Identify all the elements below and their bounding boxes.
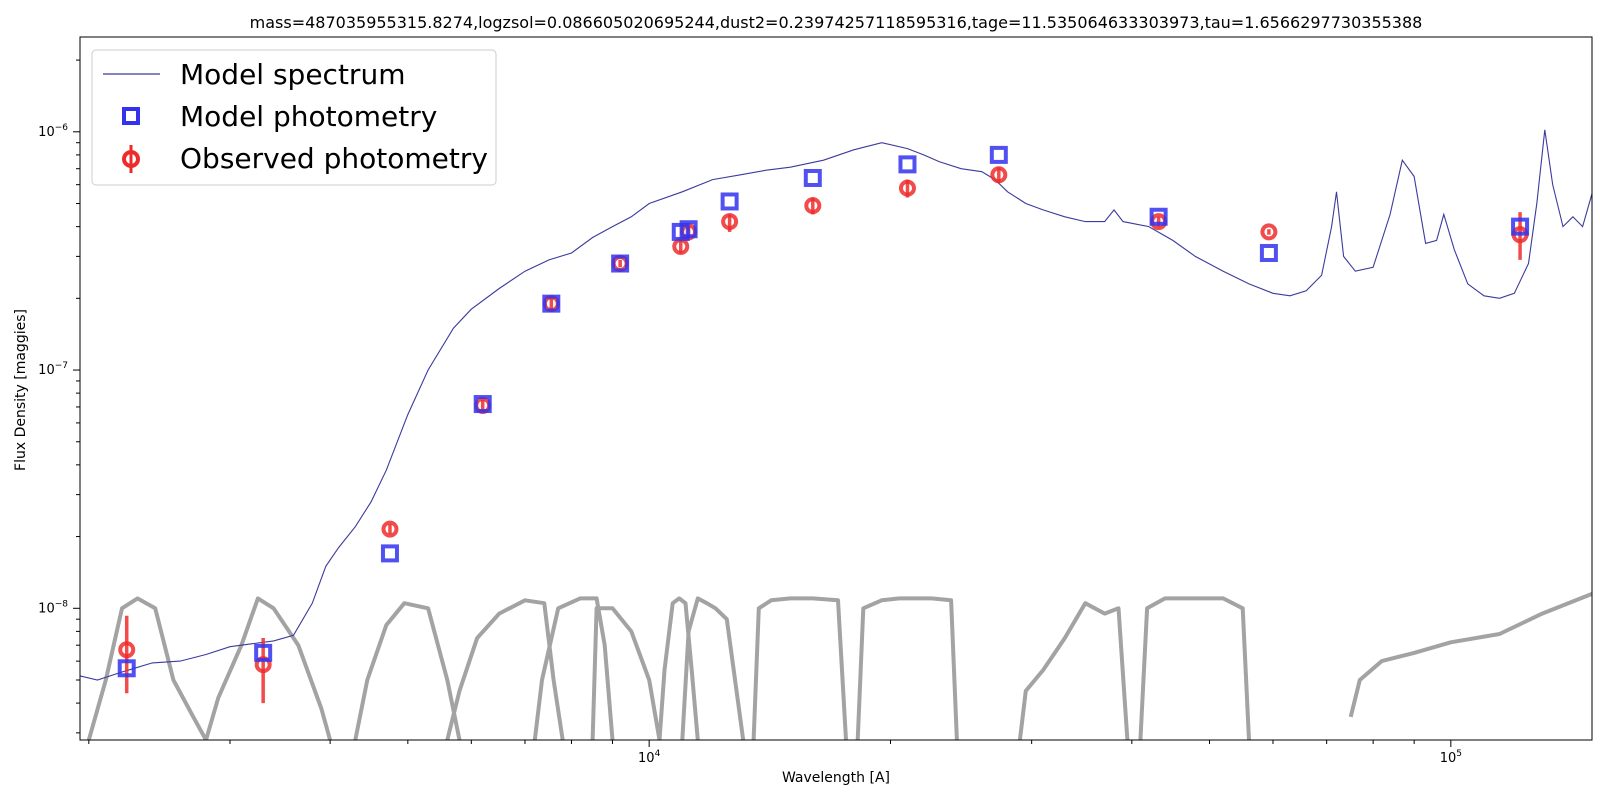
observed-point-1 [118, 641, 136, 659]
y-axis-label: Flux Density [maggies] [13, 309, 29, 471]
model-point-8 [679, 220, 698, 239]
observed-photometry-series [118, 166, 1529, 704]
x-axis-label: Wavelength [A] [782, 770, 890, 786]
y-tick-label-1: 10−8 [38, 599, 68, 616]
model-point-6 [611, 254, 630, 273]
filter-curve-9 [751, 596, 848, 740]
x-tick-label-2: 105 [1440, 749, 1462, 766]
filter-curve-6 [590, 606, 662, 740]
observed-point-9 [721, 213, 739, 231]
filter-curve-3 [353, 601, 462, 740]
model-point-15 [1511, 217, 1530, 236]
y-tick-label-2: 10−7 [38, 361, 68, 378]
model-point-1 [117, 659, 136, 678]
model-point-9 [720, 192, 739, 211]
filter-curve-10 [855, 596, 959, 740]
observed-point-11 [898, 179, 916, 197]
model-point-4 [473, 395, 492, 414]
y-tick-label-3: 10−6 [38, 123, 68, 140]
model-point-13 [1149, 207, 1168, 226]
legend-label-model-phot: Model photometry [180, 100, 437, 133]
legend-label-observed-phot: Observed photometry [180, 142, 488, 175]
legend-box [91, 49, 497, 186]
model-point-2 [254, 643, 273, 662]
model-spectrum-series [80, 129, 1592, 681]
filter-curve-4 [445, 598, 565, 740]
filter-curves [86, 591, 1592, 740]
filter-curve-7 [657, 596, 700, 740]
model-point-14 [1259, 243, 1278, 262]
model-point-12 [989, 145, 1008, 164]
observed-point-14 [1260, 223, 1278, 241]
filter-curve-2 [204, 596, 333, 740]
filter-curve-13 [1348, 591, 1592, 718]
model-spectrum-line [80, 129, 1592, 681]
observed-point-12 [990, 166, 1008, 184]
observed-point-10 [804, 197, 822, 215]
legend: Model spectrum Model photometry Observed… [91, 49, 497, 186]
filter-curve-5 [532, 596, 615, 740]
filter-curve-12 [1138, 596, 1251, 740]
legend-square-marker [122, 107, 140, 125]
x-tick-label-1: 104 [638, 749, 661, 766]
filter-curve-11 [1017, 601, 1130, 740]
legend-label-spectrum: Model spectrum [180, 58, 405, 91]
model-point-11 [898, 155, 917, 174]
legend-circle-marker [122, 150, 140, 168]
filter-curve-1 [86, 596, 208, 740]
model-point-10 [803, 168, 822, 187]
chart-title: mass=487035955315.8274,logzsol=0.0866050… [250, 13, 1423, 32]
model-point-5 [542, 294, 561, 313]
plot-frame [79, 36, 1593, 741]
model-photometry-series [117, 145, 1530, 678]
filter-curve-8 [680, 596, 746, 740]
model-point-3 [380, 544, 399, 563]
observed-point-3 [381, 520, 399, 538]
